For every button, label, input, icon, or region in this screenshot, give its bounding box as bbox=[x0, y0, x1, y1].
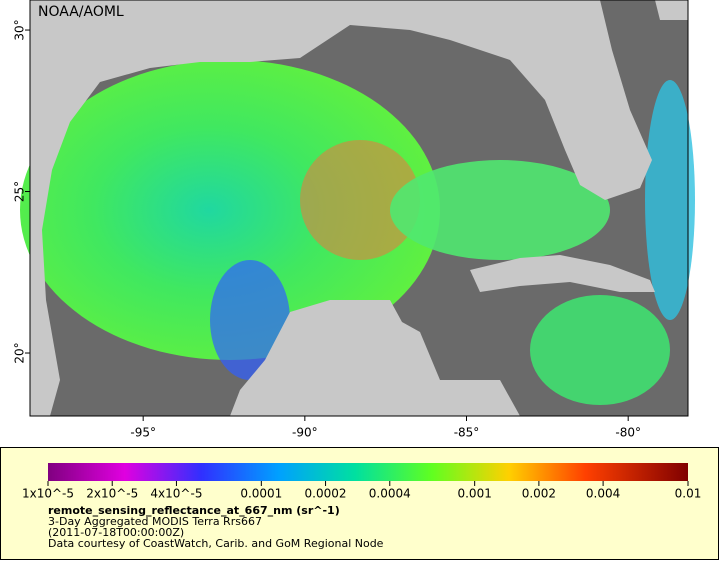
colorbar-tick-label: 0.01 bbox=[675, 487, 702, 501]
colorbar-tick-label: 0.004 bbox=[586, 487, 620, 501]
lat-tick-label: 25° bbox=[13, 181, 27, 202]
colorbar bbox=[48, 463, 688, 481]
credit: Data courtesy of CoastWatch, Carib. and … bbox=[48, 537, 384, 550]
lon-tick-label: -90° bbox=[292, 426, 318, 440]
map-frame bbox=[29, 0, 689, 417]
colorbar-tick-label: 4x10^-5 bbox=[150, 487, 202, 501]
variable-label: remote_sensing_reflectance_at_667_nm (sr… bbox=[48, 504, 340, 517]
time-label: (2011-07-18T00:00:00Z) bbox=[48, 526, 184, 539]
lon-tick-label: -95° bbox=[130, 426, 156, 440]
colorbar-tick-label: 0.0004 bbox=[369, 487, 411, 501]
colorbar-tick-label: 0.002 bbox=[522, 487, 556, 501]
colorbar-tick-label: 2x10^-5 bbox=[86, 487, 138, 501]
colorbar-tick-label: 0.001 bbox=[457, 487, 491, 501]
lat-tick-label: 30° bbox=[13, 19, 27, 40]
map: NOAA/AOML bbox=[20, 0, 695, 417]
land bbox=[655, 0, 688, 20]
colorbar-tick-label: 0.0002 bbox=[305, 487, 347, 501]
land bbox=[230, 300, 520, 416]
data-field bbox=[645, 80, 695, 320]
data-field bbox=[530, 295, 670, 405]
lat-tick-label: 20° bbox=[13, 342, 27, 363]
land bbox=[470, 255, 655, 292]
colorbar-tick-label: 0.0001 bbox=[240, 487, 282, 501]
data-field bbox=[20, 60, 440, 360]
land bbox=[30, 0, 652, 416]
lon-tick-label: -85° bbox=[454, 426, 480, 440]
data-field bbox=[390, 160, 610, 260]
source-label: NOAA/AOML bbox=[38, 4, 124, 20]
data-field bbox=[300, 140, 420, 260]
lon-tick-label: -80° bbox=[615, 426, 641, 440]
description: 3-Day Aggregated MODIS Terra Rrs667 bbox=[48, 515, 262, 528]
data-field bbox=[210, 260, 290, 380]
colorbar-tick-label: 1x10^-5 bbox=[22, 487, 74, 501]
